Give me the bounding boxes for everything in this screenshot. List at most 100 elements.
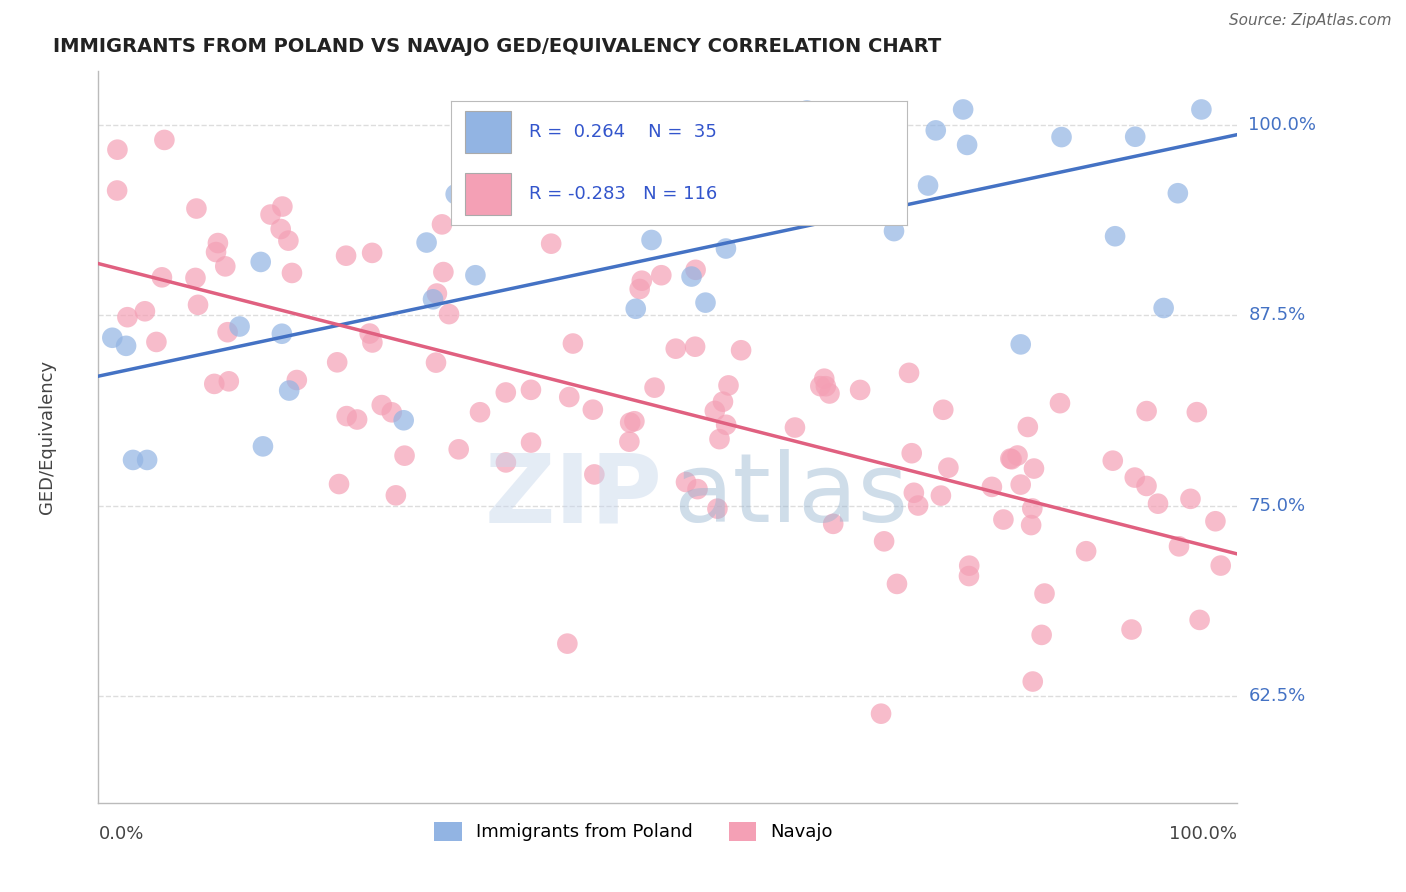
Point	[730, 343, 752, 358]
Point	[1135, 479, 1157, 493]
Point	[903, 485, 925, 500]
Point	[695, 295, 717, 310]
Point	[1031, 628, 1053, 642]
Point	[281, 266, 304, 280]
Point	[381, 405, 404, 419]
Point	[184, 271, 207, 285]
Point	[437, 307, 460, 321]
Point	[472, 203, 495, 218]
Point	[207, 235, 229, 250]
Point	[218, 374, 240, 388]
Point	[1000, 451, 1022, 466]
Point	[186, 202, 208, 216]
Text: 100.0%: 100.0%	[1170, 825, 1237, 843]
Point	[703, 404, 725, 418]
Point	[122, 453, 145, 467]
Legend: Immigrants from Poland, Navajo: Immigrants from Poland, Navajo	[427, 814, 841, 848]
Point	[917, 178, 939, 193]
Point	[883, 224, 905, 238]
Point	[685, 262, 707, 277]
Point	[277, 234, 299, 248]
Point	[873, 534, 896, 549]
Point	[886, 577, 908, 591]
Point	[1021, 501, 1043, 516]
Point	[686, 482, 709, 496]
Point	[468, 405, 491, 419]
Point	[136, 453, 159, 467]
Point	[394, 449, 416, 463]
Point	[259, 208, 281, 222]
Point	[818, 386, 841, 401]
Point	[619, 416, 641, 430]
Point	[115, 339, 138, 353]
Point	[1101, 453, 1123, 467]
Point	[644, 381, 666, 395]
Point	[447, 442, 470, 457]
Point	[153, 133, 176, 147]
Point	[1189, 103, 1212, 117]
Text: 62.5%: 62.5%	[1249, 687, 1306, 706]
Point	[150, 270, 173, 285]
Point	[385, 488, 408, 502]
Point	[270, 222, 292, 236]
Point	[1017, 420, 1039, 434]
Point	[561, 336, 583, 351]
Point	[619, 434, 641, 449]
Point	[464, 268, 486, 283]
Point	[1010, 477, 1032, 491]
Point	[665, 342, 688, 356]
Point	[558, 390, 581, 404]
Point	[823, 516, 845, 531]
Point	[1022, 461, 1045, 475]
Point	[422, 293, 444, 307]
Point	[907, 499, 929, 513]
Point	[1168, 539, 1191, 553]
Point	[346, 412, 368, 426]
Point	[1188, 613, 1211, 627]
Point	[582, 402, 605, 417]
Point	[217, 325, 239, 339]
Point	[1010, 337, 1032, 351]
Point	[1135, 404, 1157, 418]
Point	[361, 335, 384, 350]
Point	[993, 512, 1015, 526]
Point	[938, 460, 960, 475]
Point	[813, 372, 835, 386]
Text: Source: ZipAtlas.com: Source: ZipAtlas.com	[1229, 13, 1392, 29]
Point	[430, 218, 453, 232]
Point	[714, 417, 737, 432]
Point	[1180, 491, 1202, 506]
Point	[1123, 129, 1146, 144]
Text: 75.0%: 75.0%	[1249, 497, 1306, 515]
Point	[335, 249, 357, 263]
Text: ZIP: ZIP	[484, 449, 662, 542]
Point	[336, 409, 359, 423]
Text: GED/Equivalency: GED/Equivalency	[38, 360, 56, 514]
Point	[228, 319, 250, 334]
Point	[145, 334, 167, 349]
Point	[426, 286, 449, 301]
Point	[925, 123, 948, 137]
Point	[425, 356, 447, 370]
Point	[540, 236, 562, 251]
Point	[359, 326, 381, 341]
Point	[848, 115, 870, 129]
Point	[107, 143, 129, 157]
Point	[796, 103, 818, 118]
Point	[957, 558, 980, 573]
Point	[683, 340, 706, 354]
Point	[956, 137, 979, 152]
Point	[628, 282, 651, 296]
Point	[900, 446, 922, 460]
Text: 87.5%: 87.5%	[1249, 306, 1306, 324]
Point	[1147, 497, 1170, 511]
Point	[849, 383, 872, 397]
Point	[709, 432, 731, 446]
Point	[1049, 396, 1071, 410]
Point	[1019, 518, 1042, 533]
Point	[1074, 544, 1097, 558]
Point	[557, 637, 579, 651]
Point	[134, 304, 156, 318]
Point	[1001, 452, 1024, 467]
Point	[415, 235, 437, 250]
